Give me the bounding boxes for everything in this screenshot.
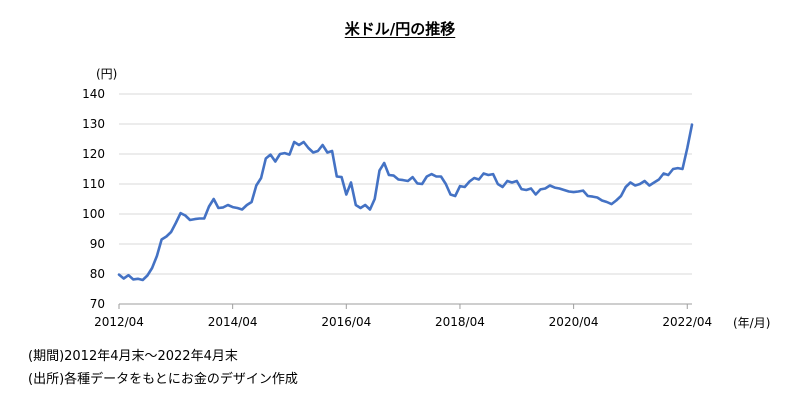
y-tick-label: 80	[90, 267, 105, 281]
gridlines	[119, 93, 692, 305]
series-line-usd-jpy	[117, 123, 694, 282]
x-tick-label: 2018/04	[435, 315, 485, 329]
y-tick-label: 90	[90, 237, 105, 251]
x-tick-label: 2020/04	[549, 315, 599, 329]
y-tick-label: 130	[82, 117, 105, 131]
y-tick-label: 100	[82, 207, 105, 221]
x-tick-label: 2012/04	[94, 315, 144, 329]
chart-title: 米ドル/円の推移	[344, 20, 456, 38]
y-tick-label: 70	[90, 297, 105, 311]
x-axis: 2012/04 2014/04 2016/04 2018/04 2020/04 2022/…	[94, 303, 712, 329]
x-axis-unit-label: (年/月)	[733, 316, 770, 330]
y-axis-unit-label: (円)	[96, 67, 117, 81]
x-tick-label: 2014/04	[208, 315, 258, 329]
y-axis: 70 80 90 100 110 120 130 140	[82, 87, 105, 311]
y-tick-label: 120	[82, 147, 105, 161]
x-tick-label: 2016/04	[321, 315, 371, 329]
series-group	[117, 123, 694, 282]
source-note: (出所)各種データをもとにお金のデザイン作成	[28, 372, 298, 387]
x-tick-label: 2022/04	[662, 315, 712, 329]
y-tick-label: 140	[82, 87, 105, 101]
y-tick-label: 110	[82, 177, 105, 191]
period-note: (期間)2012年4月末〜2022年4月末	[28, 349, 238, 364]
